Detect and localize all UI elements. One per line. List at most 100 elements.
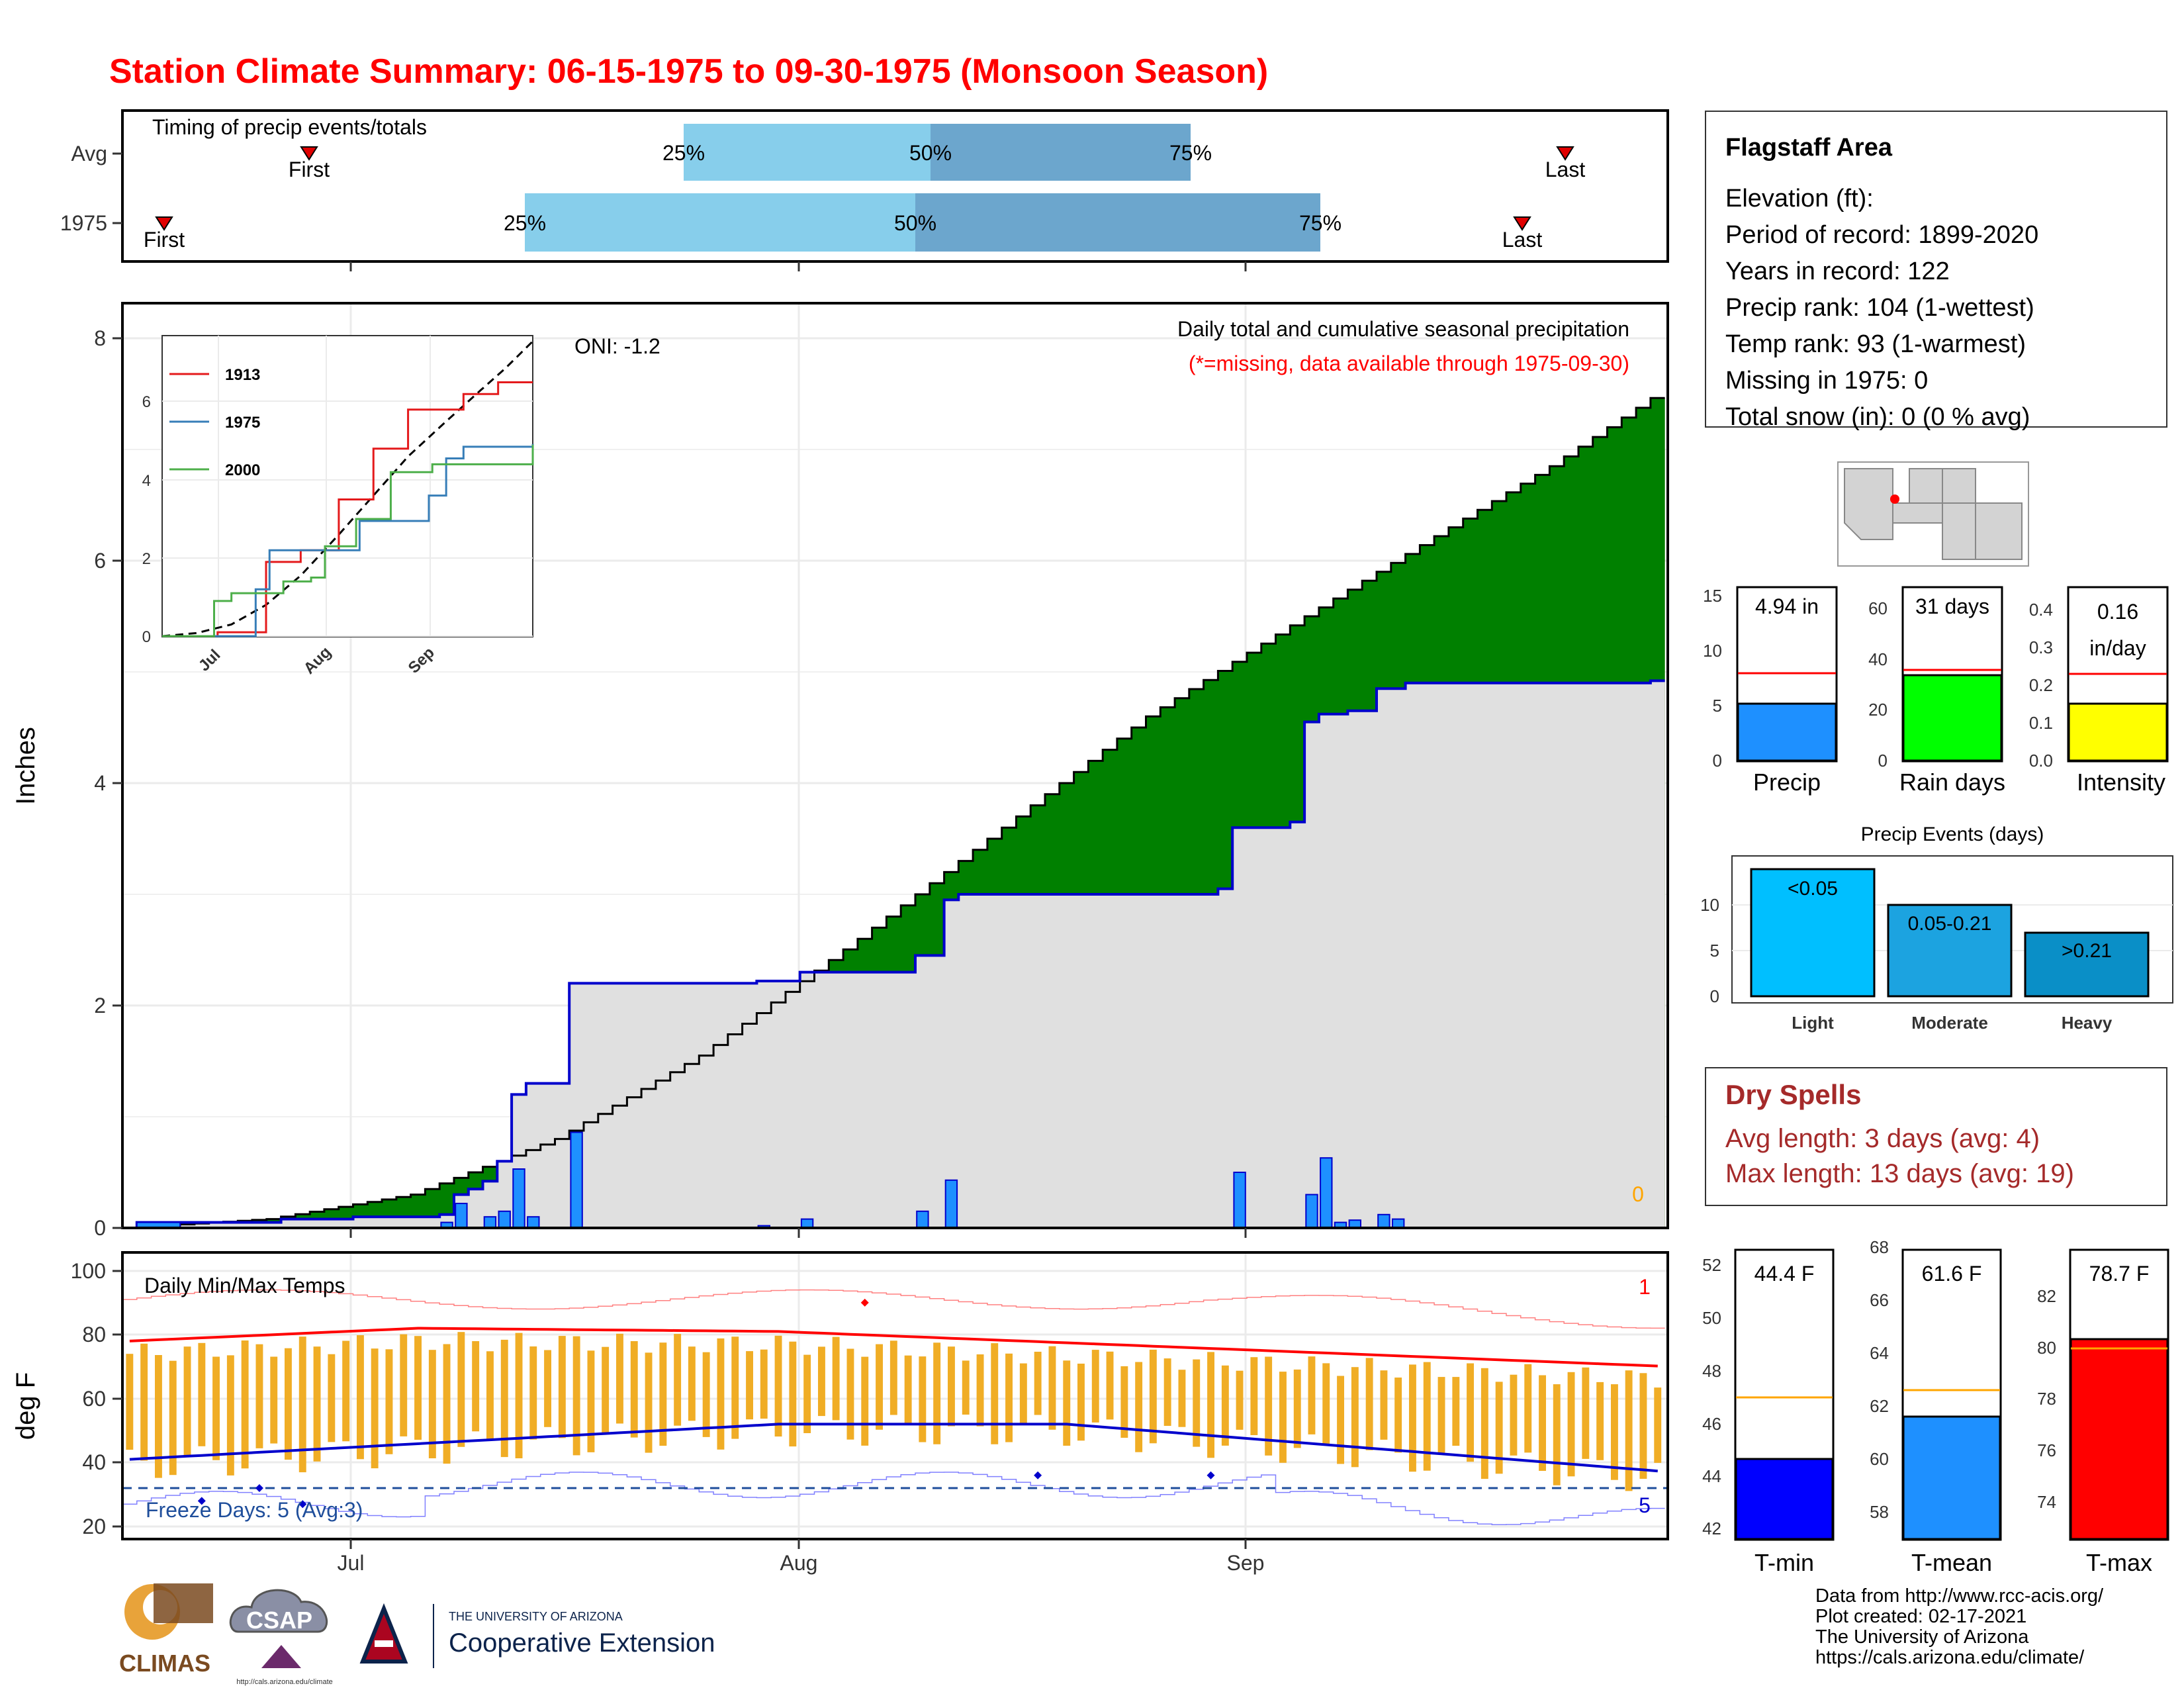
events-heavy-label: >0.21 xyxy=(2062,940,2112,962)
daily-temp-range-bar xyxy=(1250,1357,1258,1435)
info-temp-rank: Temp rank: 93 (1-warmest) xyxy=(1725,330,2026,358)
mini-precip-tick: 10 xyxy=(1703,641,1722,661)
daily-precip-bar xyxy=(916,1210,929,1229)
daily-temp-range-bar xyxy=(630,1341,638,1438)
mini-raindays-tick: 20 xyxy=(1868,700,1888,720)
precip-events-chart: Precip Events (days) <0.05 0.05-0.21 >0.… xyxy=(1700,823,2173,1033)
mini-tmean-value: 61.6 F xyxy=(1922,1262,1982,1286)
events-cat-heavy: Heavy xyxy=(2062,1013,2113,1033)
precip-events-title: Precip Events (days) xyxy=(1861,823,2044,845)
daily-temp-range-bar xyxy=(861,1356,869,1446)
yr-cumulative-line xyxy=(122,679,1665,1229)
precip-y-ticks: 0 2 4 6 8 xyxy=(94,326,106,1240)
csap-logo: CSAP http://cals.arizona.edu/climate xyxy=(229,1589,333,1686)
precip-ytick: 6 xyxy=(94,549,106,573)
daily-temp-range-bar xyxy=(1005,1353,1013,1442)
precip-ytick: 2 xyxy=(94,994,106,1017)
record-min-line xyxy=(122,1472,1665,1525)
daily-temp-range-bar xyxy=(1221,1365,1229,1446)
mini-tmin-tick: 52 xyxy=(1702,1255,1721,1275)
inset-ytick: 2 xyxy=(142,550,151,568)
precip-y-axis-label: Inches xyxy=(11,727,40,805)
daily-temp-range-bar xyxy=(731,1336,739,1439)
daily-temp-range-bar xyxy=(1596,1382,1604,1460)
daily-temp-range-bar xyxy=(155,1355,162,1478)
climas-logo: CLIMAS xyxy=(119,1583,213,1677)
daily-precip-bar xyxy=(1392,1218,1405,1229)
timing-row-1975-label: 1975 xyxy=(60,211,107,235)
mini-tmean-tick: 64 xyxy=(1870,1343,1889,1363)
events-heavy-bar xyxy=(2024,931,2150,998)
ua-logo-small-text: THE UNIVERSITY OF ARIZONA xyxy=(449,1610,623,1623)
mini-precip-value: 4.94 in xyxy=(1755,594,1819,618)
daily-temp-range-bar xyxy=(1524,1364,1532,1453)
footer-credits: Data from http://www.rcc-acis.org/ Plot … xyxy=(1815,1585,2104,1668)
daily-temp-range-bar xyxy=(746,1351,753,1420)
daily-temp-range-bar xyxy=(400,1334,408,1436)
mini-raindays-tick: 60 xyxy=(1868,598,1888,618)
inset-series-2000 xyxy=(162,444,534,637)
mini-intensity-unit: in/day xyxy=(2089,636,2146,660)
daily-temp-range-bar xyxy=(1625,1370,1633,1491)
csap-logo-url: http://cals.arizona.edu/climate xyxy=(236,1678,333,1686)
mini-tmin-tick: 46 xyxy=(1702,1414,1721,1434)
record-temp-marker xyxy=(197,1497,206,1505)
precip-ytick: 4 xyxy=(94,771,106,795)
daily-temp-range-bar xyxy=(1019,1363,1027,1423)
daily-temp-range-bar xyxy=(962,1360,970,1415)
inset-ytick: 4 xyxy=(142,472,151,490)
events-tick: 5 xyxy=(1710,941,1719,961)
precip-ytick: 0 xyxy=(94,1216,106,1240)
inset-legend-2000: 2000 xyxy=(225,461,260,479)
inset-series-1975 xyxy=(162,444,534,637)
mini-precip-bar xyxy=(1737,702,1837,762)
inset-ytick: 6 xyxy=(142,393,151,411)
station-name: Flagstaff Area xyxy=(1725,134,1893,162)
daily-temp-range-bar xyxy=(674,1334,682,1426)
temp-y-ticks: 20 40 60 80 100 xyxy=(71,1259,106,1538)
daily-temp-range-bar xyxy=(846,1348,854,1440)
daily-temp-range-bar xyxy=(1063,1360,1071,1446)
daily-temp-range-bar xyxy=(1553,1384,1561,1485)
freeze-days-label: Freeze Days: 5 (Avg:3) xyxy=(146,1498,363,1522)
yr-last-label: Last xyxy=(1502,228,1543,252)
daily-temp-range-bar xyxy=(1495,1382,1503,1474)
daily-temp-range-bar xyxy=(342,1340,350,1442)
daily-temp-range-bar xyxy=(1091,1350,1099,1423)
daily-temp-range-bar xyxy=(544,1350,551,1427)
temp-ytick: 100 xyxy=(71,1259,106,1283)
footer-plot-created: Plot created: 02-17-2021 xyxy=(1815,1606,2026,1627)
daily-temp-range-bar xyxy=(472,1341,480,1432)
mini-tmean-tick: 58 xyxy=(1870,1502,1889,1522)
temp-ytick: 80 xyxy=(82,1323,106,1346)
daily-temp-range-bar xyxy=(241,1340,249,1469)
daily-temp-range-bar xyxy=(803,1354,811,1433)
precip-panel: 0 2 4 6 8 Inches Daily total and cumulat… xyxy=(11,302,1669,1240)
events-moderate-bar xyxy=(1887,904,2013,998)
station-info-box: Flagstaff Area Elevation (ft): Period of… xyxy=(1705,111,2167,431)
mini-intensity-value: 0.16 xyxy=(2097,600,2138,624)
events-light-label: <0.05 xyxy=(1788,878,1838,900)
inset-lines xyxy=(161,340,534,637)
daily-temp-range-bar xyxy=(717,1338,725,1450)
mini-raindays-value: 31 days xyxy=(1915,594,1989,618)
info-snow: Total snow (in): 0 (0 % avg) xyxy=(1725,403,2030,431)
inset-legend-1913: 1913 xyxy=(225,366,260,384)
yr-first-marker xyxy=(155,216,173,231)
temp-panel: Daily Min/Max Temps Freeze Days: 5 (Avg:… xyxy=(11,1251,1669,1575)
mini-intensity-tick: 0.1 xyxy=(2029,713,2053,733)
min-record-count: 5 xyxy=(1639,1493,1651,1517)
daily-temp-range-bar xyxy=(298,1336,306,1473)
daily-precip-bar xyxy=(944,1179,958,1229)
precip-chart-title: Daily total and cumulative seasonal prec… xyxy=(1177,317,1629,341)
events-tick: 0 xyxy=(1710,986,1719,1006)
temp-y-axis-label: deg F xyxy=(11,1372,40,1440)
daily-temp-range-bar xyxy=(572,1336,580,1456)
mini-precip-label: Precip xyxy=(1753,769,1821,796)
csap-logo-text: CSAP xyxy=(246,1607,312,1634)
locator-map xyxy=(1837,461,2029,567)
daily-temp-range-bar xyxy=(1480,1368,1488,1479)
station-location-marker xyxy=(1890,494,1899,504)
daily-precip-bar xyxy=(1320,1157,1333,1229)
